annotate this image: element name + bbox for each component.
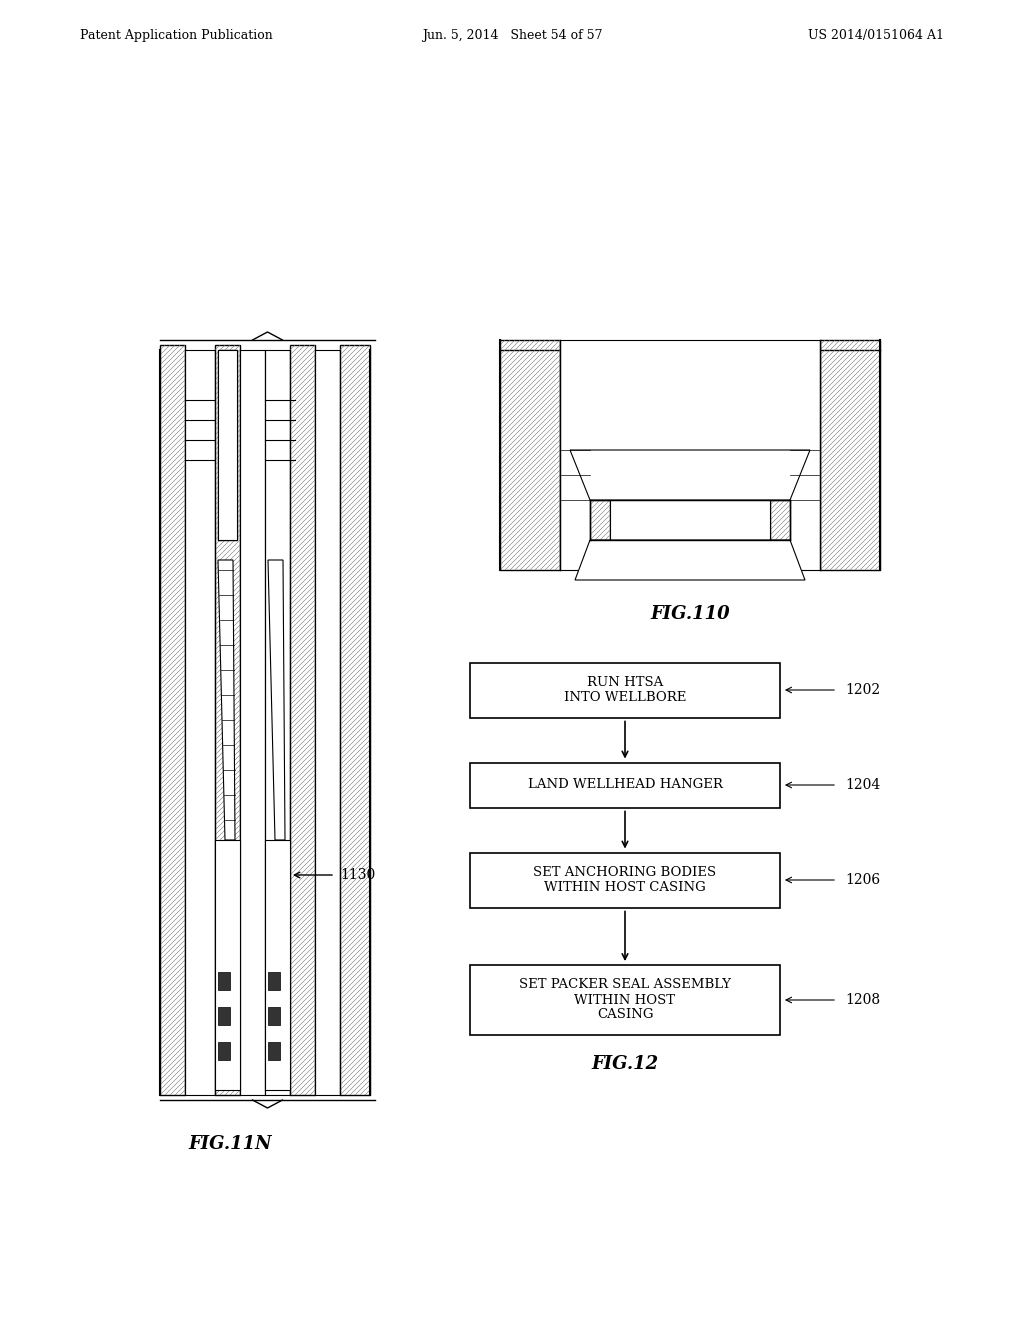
Polygon shape bbox=[500, 341, 560, 570]
Text: 1206: 1206 bbox=[845, 873, 880, 887]
Text: 1204: 1204 bbox=[845, 777, 881, 792]
Bar bbox=[268, 1007, 280, 1026]
Text: FIG.12: FIG.12 bbox=[592, 1055, 658, 1073]
Polygon shape bbox=[340, 345, 370, 1096]
Bar bbox=[218, 1041, 230, 1060]
Text: LAND WELLHEAD HANGER: LAND WELLHEAD HANGER bbox=[527, 779, 723, 792]
Polygon shape bbox=[570, 450, 810, 500]
Bar bbox=[560, 341, 820, 570]
Polygon shape bbox=[218, 560, 234, 840]
Text: 1208: 1208 bbox=[845, 993, 880, 1007]
Polygon shape bbox=[770, 500, 790, 540]
Polygon shape bbox=[218, 350, 237, 540]
Bar bbox=[470, 965, 780, 1035]
Polygon shape bbox=[268, 560, 285, 840]
Text: US 2014/0151064 A1: US 2014/0151064 A1 bbox=[808, 29, 944, 41]
Text: Jun. 5, 2014   Sheet 54 of 57: Jun. 5, 2014 Sheet 54 of 57 bbox=[422, 29, 602, 41]
Bar bbox=[470, 853, 780, 908]
Polygon shape bbox=[265, 840, 290, 1090]
Polygon shape bbox=[575, 540, 805, 579]
Text: 1202: 1202 bbox=[845, 682, 880, 697]
Bar bbox=[268, 972, 280, 990]
Bar bbox=[218, 1007, 230, 1026]
Text: RUN HTSA
INTO WELLBORE: RUN HTSA INTO WELLBORE bbox=[564, 676, 686, 704]
Bar bbox=[268, 1041, 280, 1060]
Text: SET PACKER SEAL ASSEMBLY
WITHIN HOST
CASING: SET PACKER SEAL ASSEMBLY WITHIN HOST CAS… bbox=[519, 978, 731, 1022]
Bar bbox=[610, 500, 770, 540]
Bar bbox=[470, 663, 780, 718]
Polygon shape bbox=[265, 350, 290, 1096]
Polygon shape bbox=[290, 345, 315, 1096]
Polygon shape bbox=[160, 345, 185, 1096]
Bar bbox=[218, 972, 230, 990]
Text: FIG.11N: FIG.11N bbox=[188, 1135, 271, 1152]
Text: 1130: 1130 bbox=[340, 869, 375, 882]
Bar bbox=[470, 763, 780, 808]
Polygon shape bbox=[218, 350, 237, 540]
Polygon shape bbox=[820, 341, 880, 570]
Polygon shape bbox=[590, 500, 610, 540]
Polygon shape bbox=[215, 840, 240, 1090]
Polygon shape bbox=[315, 350, 340, 1096]
Text: SET ANCHORING BODIES
WITHIN HOST CASING: SET ANCHORING BODIES WITHIN HOST CASING bbox=[534, 866, 717, 894]
Polygon shape bbox=[240, 350, 265, 1096]
Text: FIG.110: FIG.110 bbox=[650, 605, 730, 623]
Polygon shape bbox=[215, 345, 240, 1096]
Text: Patent Application Publication: Patent Application Publication bbox=[80, 29, 272, 41]
Polygon shape bbox=[185, 350, 215, 1096]
